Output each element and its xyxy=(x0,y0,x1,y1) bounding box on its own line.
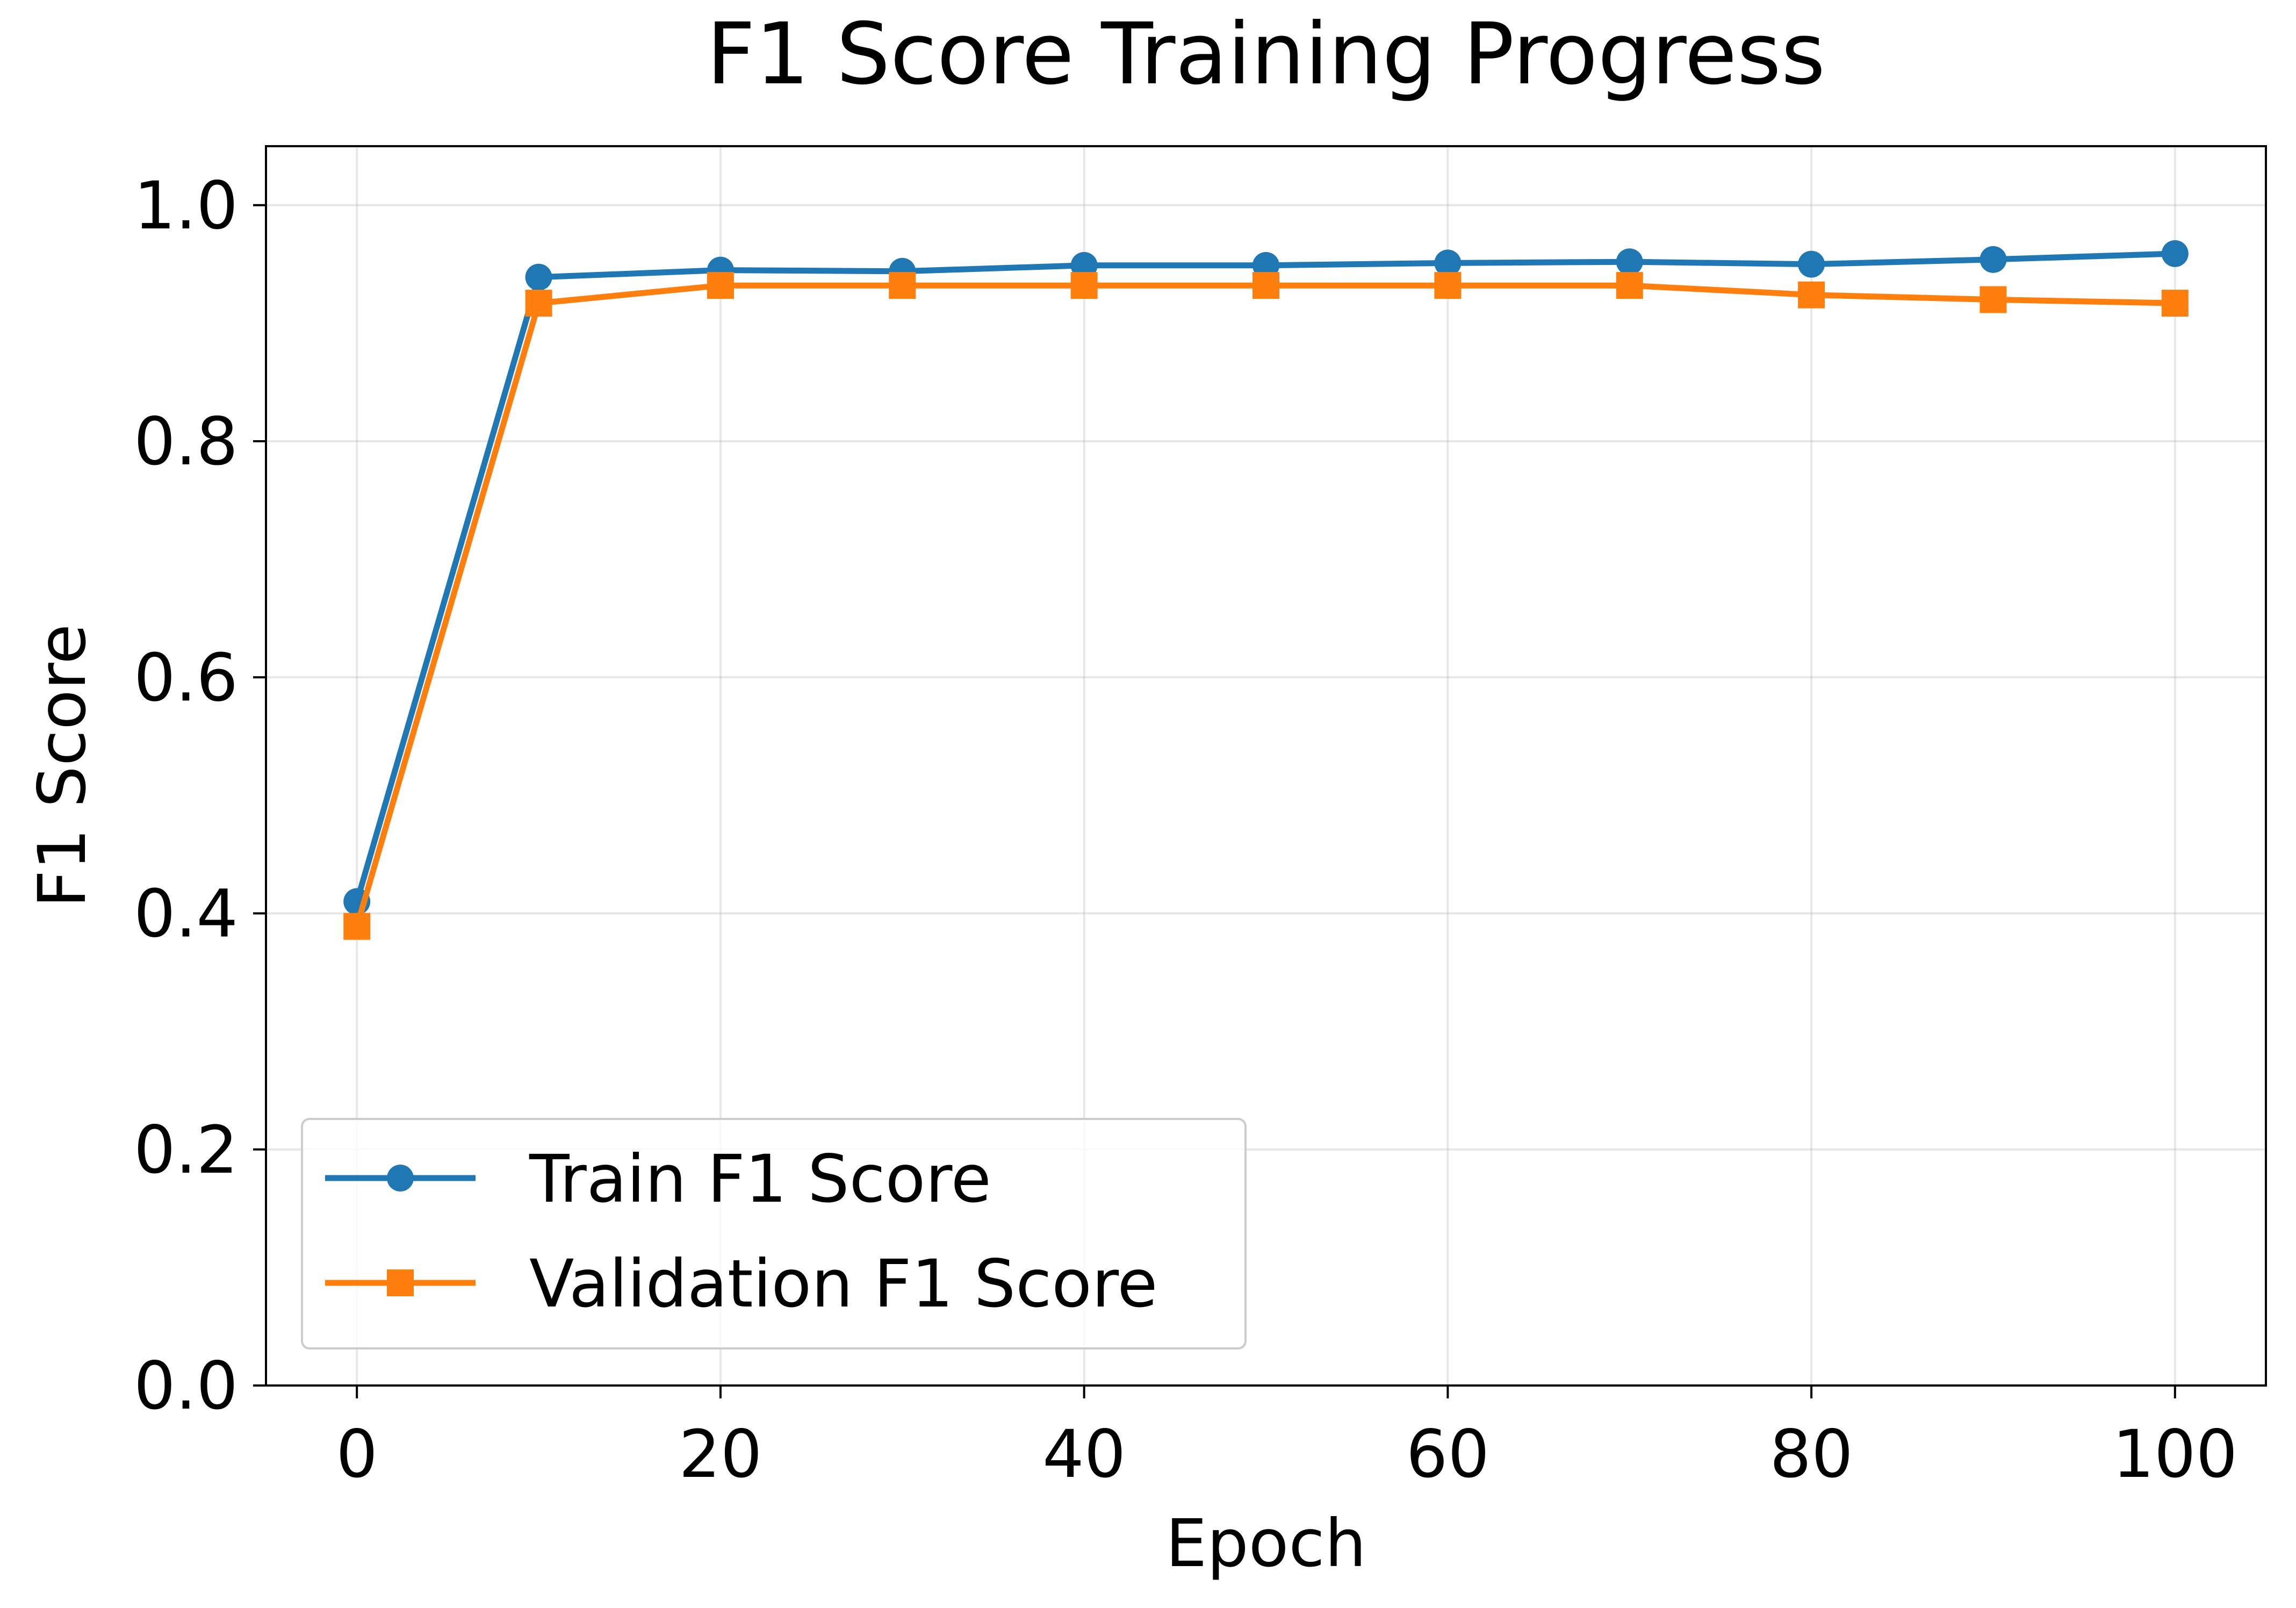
y-tick-label: 0.0 xyxy=(134,1348,238,1424)
train-data-point xyxy=(1616,248,1643,276)
legend: Train F1 Score Validation F1 Score xyxy=(301,1118,1247,1349)
validation-data-point xyxy=(1616,272,1643,299)
series-layer xyxy=(343,240,2189,940)
train-data-point xyxy=(525,263,552,291)
y-axis-label: F1 Score xyxy=(24,624,100,908)
x-tick-label: 100 xyxy=(2112,1416,2237,1492)
y-tick-label: 0.2 xyxy=(134,1112,238,1188)
legend-box xyxy=(301,1118,1247,1349)
legend-train-label: Train F1 Score xyxy=(529,1141,991,1217)
legend-validation-marker xyxy=(387,1269,414,1296)
y-tick-label: 1.0 xyxy=(134,168,238,244)
legend-train-marker xyxy=(387,1165,414,1191)
validation-data-point xyxy=(1253,272,1279,299)
y-tick-label: 0.8 xyxy=(134,404,238,480)
validation-data-point xyxy=(707,272,734,299)
x-axis-label: Epoch xyxy=(1165,1505,1366,1582)
axes: 0 20 40 60 80 100 0.0 0.2 0.4 0.6 0.8 1.0 xyxy=(134,168,2237,1492)
train-data-point xyxy=(1798,250,1825,278)
validation-data-point xyxy=(1434,272,1462,299)
x-tick-label: 20 xyxy=(679,1416,762,1492)
train-data-point xyxy=(1980,246,2007,273)
validation-data-point xyxy=(889,272,916,299)
y-tick-label: 0.4 xyxy=(134,876,238,952)
y-tick-label: 0.6 xyxy=(134,640,238,716)
validation-data-point xyxy=(343,913,371,940)
validation-data-point xyxy=(1980,286,2007,313)
x-tick-label: 0 xyxy=(336,1416,378,1492)
legend-validation-label: Validation F1 Score xyxy=(529,1246,1157,1322)
x-tick-label: 80 xyxy=(1769,1416,1853,1492)
train-data-point xyxy=(2161,240,2189,267)
validation-data-point xyxy=(1798,281,1825,308)
validation-data-point xyxy=(2161,290,2189,317)
validation-data-point xyxy=(525,290,552,317)
x-tick-label: 40 xyxy=(1042,1416,1126,1492)
validation-data-point xyxy=(1070,272,1098,299)
chart-title: F1 Score Training Progress xyxy=(707,5,1825,104)
plot-frame xyxy=(265,145,2267,1387)
x-tick-label: 60 xyxy=(1406,1416,1489,1492)
train-data-point xyxy=(1434,249,1462,277)
